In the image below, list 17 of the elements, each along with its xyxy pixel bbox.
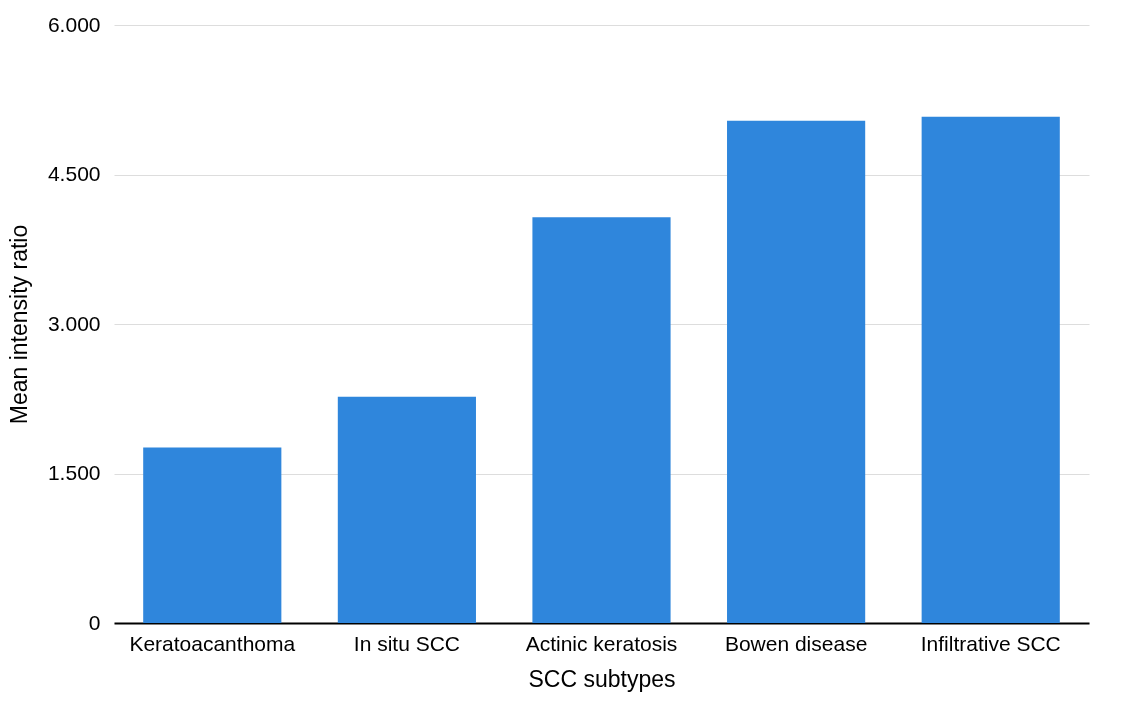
x-axis-title: SCC subtypes bbox=[528, 665, 676, 692]
x-tick-label: Actinic keratosis bbox=[525, 631, 678, 655]
y-tick-label: 3.000 bbox=[47, 311, 101, 335]
y-axis-title: Mean intensity ratio bbox=[5, 224, 32, 425]
bar bbox=[727, 120, 866, 623]
x-tick-label: Bowen disease bbox=[724, 631, 868, 655]
bar bbox=[532, 217, 671, 623]
y-tick-label: 6.000 bbox=[47, 12, 101, 36]
bar bbox=[337, 396, 476, 623]
x-tick-label: Infiltrative SCC bbox=[920, 631, 1061, 655]
x-tick-label: In situ SCC bbox=[353, 631, 460, 655]
bar bbox=[143, 447, 282, 623]
bar bbox=[921, 116, 1060, 623]
y-tick-label: 4.500 bbox=[47, 162, 101, 185]
y-tick-label: 1.500 bbox=[47, 461, 101, 484]
x-tick-label: Keratoacanthoma bbox=[129, 631, 296, 655]
y-tick-label: 0 bbox=[88, 610, 101, 634]
